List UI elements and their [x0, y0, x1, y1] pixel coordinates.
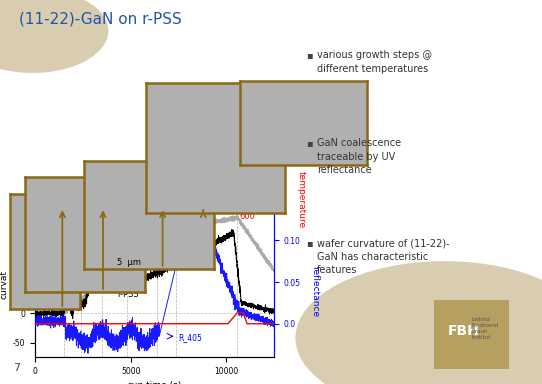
Text: FBH: FBH: [447, 324, 479, 338]
Text: Leibniz
Ferdinand
Braun
Institut: Leibniz Ferdinand Braun Institut: [472, 317, 499, 340]
Text: R_405: R_405: [178, 333, 202, 343]
Text: 7: 7: [14, 362, 21, 372]
Text: 450: 450: [37, 214, 52, 223]
Text: GaN (me: GaN (me: [152, 215, 157, 243]
Text: planar
sapphire: planar sapphire: [85, 240, 118, 260]
Text: (11-22)-GaN on r-PSS: (11-22)-GaN on r-PSS: [19, 12, 182, 26]
Text: GaN coalescence
traceable by UV
reflectance: GaN coalescence traceable by UV reflecta…: [317, 138, 401, 175]
Text: temperature: temperature: [296, 171, 305, 228]
Text: various growth steps @
different temperatures: various growth steps @ different tempera…: [317, 50, 432, 73]
Text: r-PSS: r-PSS: [117, 290, 139, 299]
Text: ▪: ▪: [306, 238, 313, 248]
X-axis label: run time (s): run time (s): [128, 381, 181, 384]
Text: reflectance: reflectance: [310, 266, 319, 318]
Y-axis label: curvat: curvat: [0, 270, 8, 299]
Text: 600: 600: [240, 212, 255, 221]
Text: wafer curvature of (11-22)-
GaN has characteristic
features: wafer curvature of (11-22)- GaN has char…: [317, 238, 450, 275]
Text: ▪: ▪: [306, 138, 313, 148]
Text: 5  μm: 5 μm: [117, 258, 140, 267]
Text: HT-GaN: HT-GaN: [172, 215, 178, 239]
Text: ▪: ▪: [306, 50, 313, 60]
